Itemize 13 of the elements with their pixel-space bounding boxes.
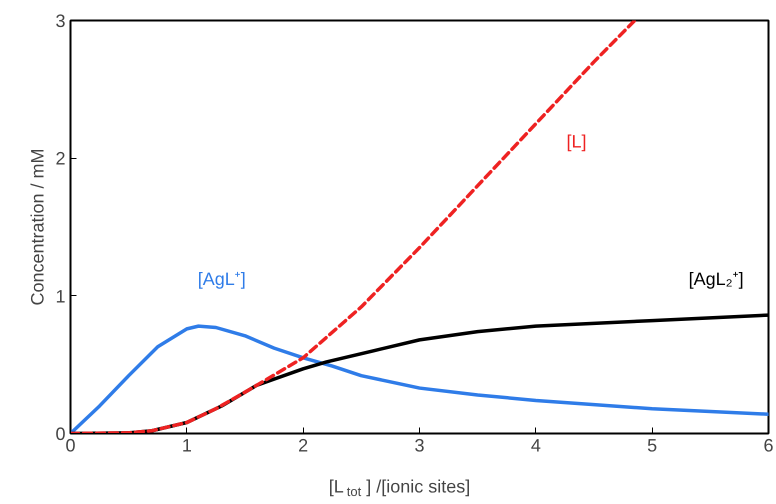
x-tick-label: 5 [647, 436, 658, 456]
x-tick-label: 3 [414, 436, 425, 456]
text: [AgL⁺] [198, 268, 246, 289]
x-tick-label: 1 [182, 436, 192, 456]
y-tick-label: 1 [55, 286, 66, 306]
series-label: [L] [566, 131, 587, 152]
series-label: [AgL₂⁺] [688, 268, 744, 289]
x-tick-label: 6 [763, 436, 774, 456]
y-tick-label: 2 [55, 148, 66, 169]
y-tick-label: 3 [55, 11, 66, 31]
x-tick-label: 2 [298, 436, 308, 456]
y-axis-title: Concentration / mM [27, 148, 48, 306]
x-tick-label: 4 [530, 436, 541, 456]
